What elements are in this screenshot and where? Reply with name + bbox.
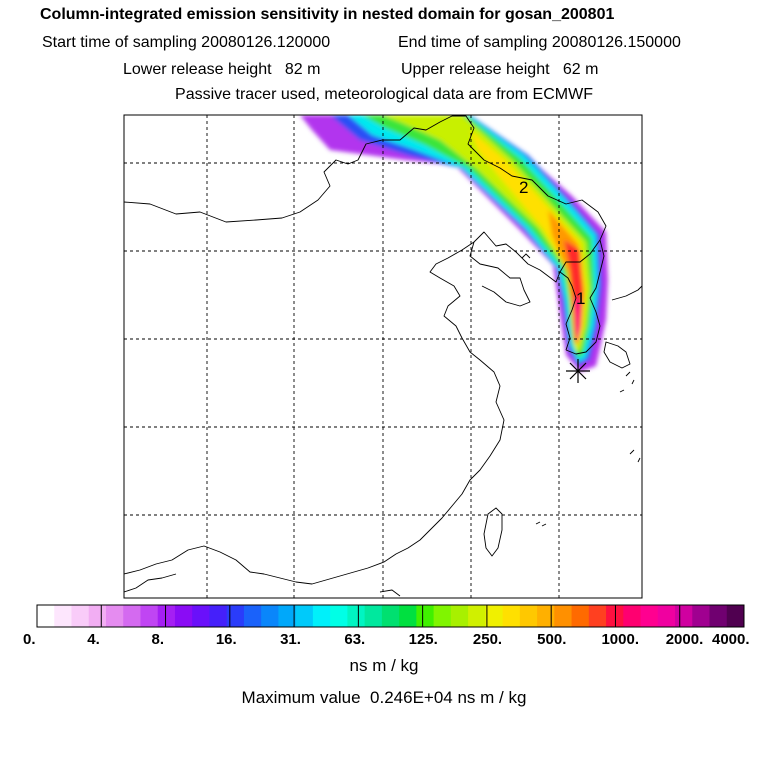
plume-layer-green — [362, 115, 594, 358]
asterisk-icon — [566, 359, 590, 383]
taiwan — [483, 507, 503, 557]
korea-east-coast — [565, 239, 605, 355]
maximum-value-label: Maximum value 0.246E+04 ns m / kg — [241, 688, 527, 707]
colorbar-cell — [416, 605, 435, 627]
colorbar-cell — [174, 605, 193, 627]
colorbar-cell — [399, 605, 417, 627]
colorbar-cell — [347, 605, 366, 627]
plume-layer-magenta — [574, 296, 581, 344]
plot-title: Column-integrated emission sensitivity i… — [40, 6, 615, 23]
mongolia-border — [124, 115, 607, 241]
colorbar-cell — [88, 605, 107, 627]
colorbar-cell — [140, 605, 159, 627]
colorbar-cell — [243, 605, 262, 627]
colorbar-tick-label: 2000. — [665, 631, 704, 648]
colorbar-cell — [537, 605, 555, 627]
japan-kyushu — [603, 341, 631, 369]
colorbar-cell — [502, 605, 521, 627]
colorbar-tick-label: 4000. — [712, 631, 750, 648]
colorbar-cell — [37, 605, 55, 627]
colorbar-tick-label: 125. — [408, 631, 438, 648]
colorbar-cell — [571, 605, 590, 627]
colorbar-frame — [36, 604, 745, 628]
china-korea-coast — [367, 231, 601, 569]
colorbar-cell — [450, 605, 469, 627]
bohai-coast — [469, 241, 531, 307]
yellow-sea-islands — [521, 253, 531, 259]
map-frame — [123, 114, 643, 599]
ryukyu-islands — [535, 371, 641, 527]
colorbar-tick-label: 4. — [87, 631, 100, 648]
lower-release-label: Lower release height 82 m — [123, 61, 321, 78]
colorbar-tick-label: 63. — [344, 631, 366, 648]
colorbar-cell — [606, 605, 624, 627]
colorbar-cell — [692, 605, 711, 627]
colorbar-cell — [278, 605, 297, 627]
colorbar-cell — [675, 605, 693, 627]
colorbar-cell — [640, 605, 659, 627]
tracer-note: Passive tracer used, meteorological data… — [175, 86, 593, 103]
korea-west-coast — [559, 271, 577, 351]
colorbar-cell — [433, 605, 452, 627]
colorbar-cell — [209, 605, 228, 627]
colorbar-cell — [105, 605, 124, 627]
colorbar-units: ns m / kg — [349, 656, 419, 675]
colorbar-cell — [554, 605, 573, 627]
upper-release-label: Upper release height 62 m — [401, 61, 599, 78]
colorbar-cell — [192, 605, 210, 627]
colorbar-cell — [157, 605, 176, 627]
colorbar-cell — [588, 605, 607, 627]
colorbar-cell — [364, 605, 383, 627]
start-time-label: Start time of sampling 20080126.120000 — [42, 34, 331, 51]
colorbar-cell — [709, 605, 728, 627]
colorbar-cell — [295, 605, 314, 627]
hainan-region — [379, 589, 401, 597]
colorbar-cell — [71, 605, 90, 627]
colorbar-cell — [330, 605, 348, 627]
colorbar-cell — [54, 605, 72, 627]
colorbar-cell — [485, 605, 504, 627]
south-china-border — [124, 545, 369, 585]
map-area: 1 2 — [124, 115, 642, 598]
colorbar-cell — [381, 605, 400, 627]
colorbar-tick-label: 0. — [23, 631, 36, 648]
colorbar-tick-label: 16. — [215, 631, 237, 648]
region-label-2: 2 — [519, 178, 528, 197]
colorbar-cell — [123, 605, 141, 627]
colorbar-tick-label: 500. — [537, 631, 567, 648]
tibet-border — [124, 573, 177, 593]
colorbar-cell — [261, 605, 279, 627]
coastlines — [124, 115, 642, 597]
colorbar-cell — [657, 605, 676, 627]
colorbar-tick-label: 31. — [280, 631, 301, 648]
colorbar-cell — [468, 605, 486, 627]
colorbar-cell — [519, 605, 538, 627]
colorbar-cell — [623, 605, 642, 627]
japan-honshu — [611, 285, 642, 301]
colorbar-tick-label: 8. — [151, 631, 165, 648]
end-time-label: End time of sampling 20080126.150000 — [398, 34, 681, 51]
colorbar-cell — [226, 605, 245, 627]
lat-lon-grid — [124, 115, 642, 598]
colorbar — [36, 604, 745, 628]
sensitivity-plume — [300, 115, 608, 372]
colorbar-cell — [726, 605, 745, 627]
region-label-1: 1 — [576, 289, 585, 308]
colorbar-tick-label: 250. — [472, 631, 503, 648]
colorbar-cell — [312, 605, 331, 627]
colorbar-tick-label: 1000. — [601, 631, 639, 648]
